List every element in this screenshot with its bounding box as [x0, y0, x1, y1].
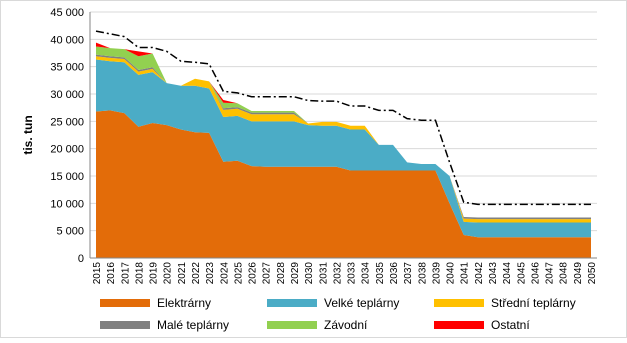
x-tick-label: 2039 [431, 262, 442, 285]
x-tick-label: 2023 [205, 262, 216, 285]
x-tick-label: 2040 [446, 262, 457, 285]
x-tick-label: 2025 [233, 262, 244, 285]
y-tick-label: 45 000 [50, 7, 84, 19]
y-tick-label: 5 000 [56, 226, 84, 238]
legend-label: Elektrárny [157, 296, 211, 310]
x-tick-label: 2047 [545, 262, 556, 285]
legend-swatch [434, 321, 484, 329]
x-tick-label: 2043 [488, 262, 499, 285]
y-tick-label: 30 000 [50, 89, 84, 101]
legend-swatch [267, 299, 317, 307]
x-tick-label: 2019 [149, 262, 160, 285]
area [96, 46, 591, 218]
legend-label: Velké teplárny [324, 296, 399, 310]
x-tick-label: 2042 [474, 262, 485, 285]
x-tick-label: 2048 [559, 262, 570, 285]
x-tick-label: 2030 [304, 262, 315, 285]
x-tick-label: 2022 [191, 262, 202, 285]
x-tick-label: 2020 [163, 262, 174, 285]
x-tick-label: 2046 [530, 262, 541, 285]
legend-swatch [434, 299, 484, 307]
x-tick-label: 2028 [276, 262, 287, 285]
legend-label: Malé teplárny [157, 318, 229, 332]
y-tick-label: 20 000 [50, 144, 84, 156]
legend-swatch [100, 299, 150, 307]
legend-label: Závodní [324, 318, 368, 332]
legend-label: Střední teplárny [491, 296, 576, 310]
x-tick-label: 2017 [120, 262, 131, 285]
x-tick-label: 2044 [502, 262, 513, 285]
y-tick-label: 0 [78, 253, 84, 265]
x-tick-label: 2018 [134, 262, 145, 285]
x-tick-label: 2021 [177, 262, 188, 285]
legend-swatch [267, 321, 317, 329]
y-tick-label: 15 000 [50, 171, 84, 183]
y-tick-label: 10 000 [50, 198, 84, 210]
x-tick-label: 2031 [318, 262, 329, 285]
area [96, 56, 591, 223]
total-line [95, 30, 591, 206]
area [96, 110, 591, 259]
x-tick-label: 2016 [106, 262, 117, 285]
y-tick-label: 40 000 [50, 34, 84, 46]
x-tick-label: 2029 [290, 262, 301, 285]
x-tick-label: 2015 [92, 262, 103, 285]
x-tick-label: 2035 [375, 262, 386, 285]
x-tick-label: 2049 [573, 262, 584, 285]
x-tick-label: 2037 [403, 262, 414, 285]
area [96, 59, 591, 238]
x-tick-label: 2038 [417, 262, 428, 285]
y-tick-label: 25 000 [50, 116, 84, 128]
x-tick-label: 2050 [587, 262, 598, 285]
y-tick-label: 35 000 [50, 62, 84, 74]
legend-swatch [100, 321, 150, 329]
x-tick-label: 2033 [347, 262, 358, 285]
x-tick-label: 2026 [248, 262, 259, 285]
x-tick-label: 2034 [361, 262, 372, 285]
x-tick-label: 2032 [332, 262, 343, 285]
x-tick-label: 2041 [460, 262, 471, 285]
x-tick-label: 2036 [389, 262, 400, 285]
x-tick-label: 2024 [219, 262, 230, 285]
x-tick-label: 2045 [516, 262, 527, 285]
y-axis-title: tis. tun [21, 115, 35, 154]
legend-label: Ostatní [491, 318, 530, 332]
x-tick-label: 2027 [262, 262, 273, 285]
